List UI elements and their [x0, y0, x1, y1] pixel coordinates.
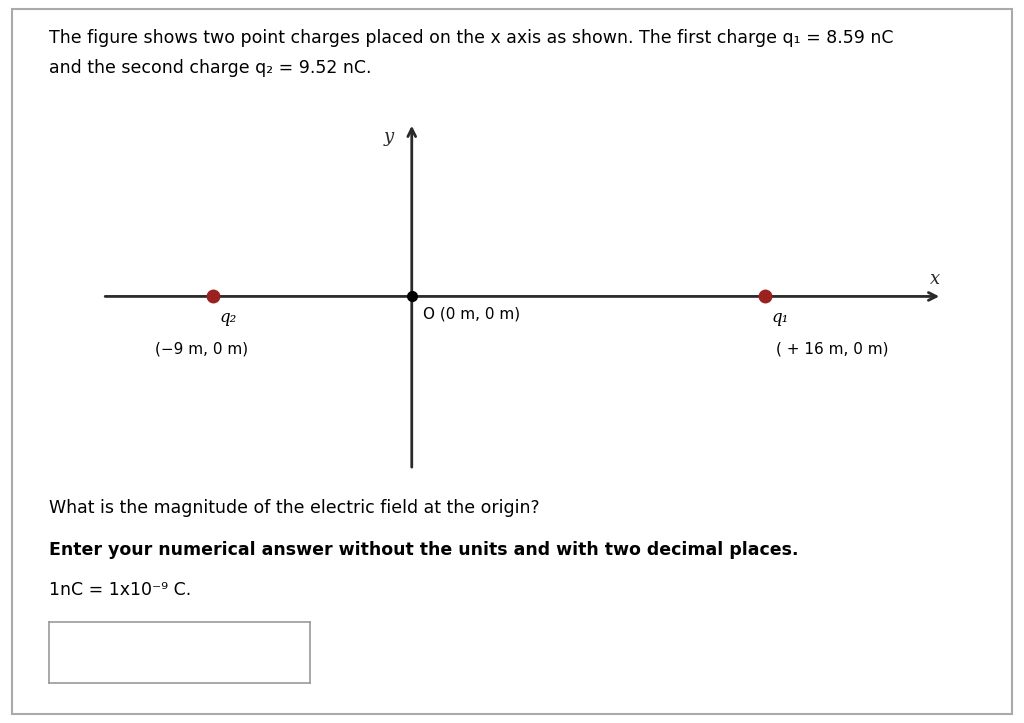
Text: The figure shows two point charges placed on the x axis as shown. The first char: The figure shows two point charges place… [49, 29, 894, 47]
Text: and the second charge q₂ = 9.52 nC.: and the second charge q₂ = 9.52 nC. [49, 59, 372, 77]
Text: y: y [384, 128, 394, 146]
Text: 1nC = 1x10⁻⁹ C.: 1nC = 1x10⁻⁹ C. [49, 581, 191, 599]
Text: ( + 16 m, 0 m): ( + 16 m, 0 m) [776, 341, 889, 356]
Text: Enter your numerical answer without the units and with two decimal places.: Enter your numerical answer without the … [49, 541, 799, 559]
Text: q₂: q₂ [219, 309, 237, 326]
Text: x: x [931, 270, 940, 288]
Text: O (0 m, 0 m): O (0 m, 0 m) [423, 307, 520, 321]
Text: What is the magnitude of the electric field at the origin?: What is the magnitude of the electric fi… [49, 499, 540, 517]
Text: (−9 m, 0 m): (−9 m, 0 m) [156, 341, 249, 356]
Text: q₁: q₁ [772, 309, 790, 326]
